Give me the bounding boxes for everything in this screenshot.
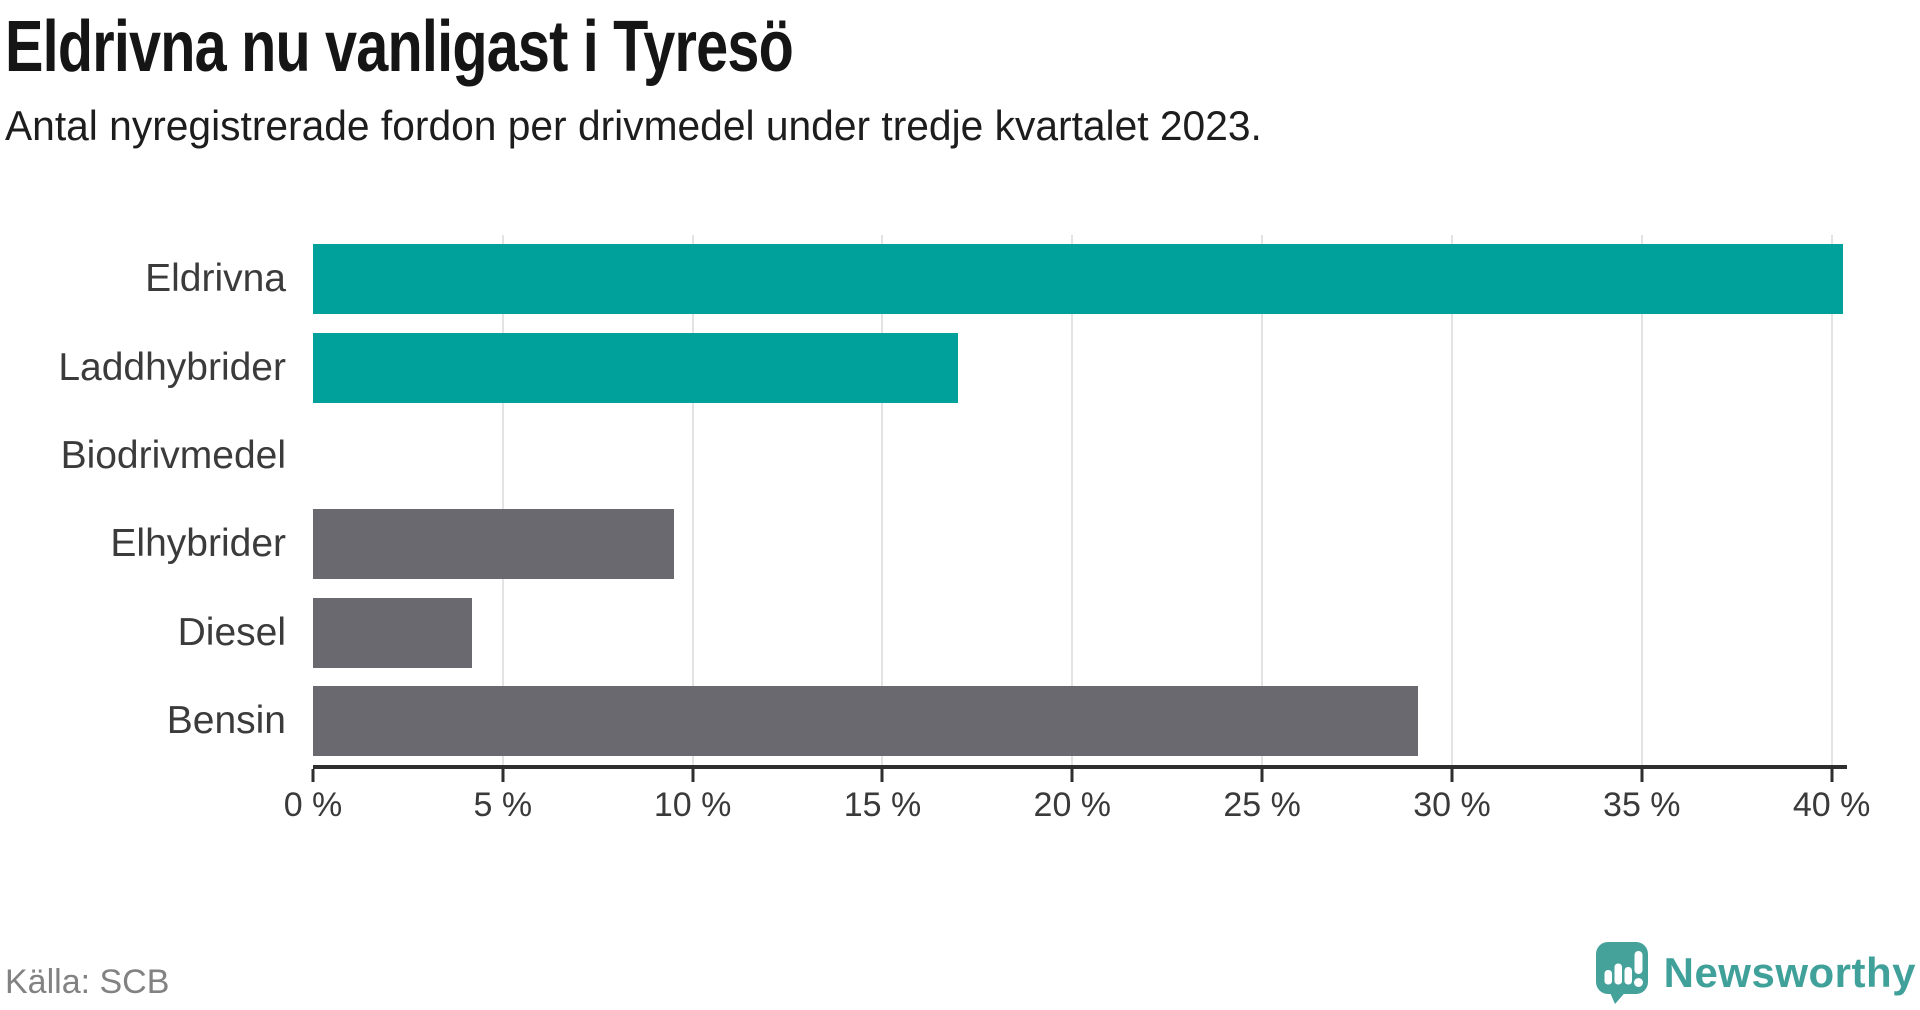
newsworthy-logo-icon bbox=[1595, 942, 1648, 1004]
gridline-10 bbox=[691, 235, 694, 765]
gridline-25 bbox=[1261, 235, 1264, 765]
category-label-laddhybrider: Laddhybrider bbox=[58, 345, 286, 389]
bar-laddhybrider bbox=[313, 332, 959, 403]
category-axis: Eldrivna Laddhybrider Biodrivmedel Elhybrid… bbox=[0, 235, 286, 765]
x-tick-40 bbox=[1830, 769, 1834, 782]
chart-title: Eldrivna nu vanligast i Tyresö bbox=[5, 7, 794, 87]
source-label: Källa: SCB bbox=[5, 963, 170, 1001]
x-tick-15 bbox=[880, 769, 884, 782]
x-tick-label-20: 20 % bbox=[1033, 786, 1112, 824]
chart-subtitle: Antal nyregistrerade fordon per drivmede… bbox=[5, 102, 1262, 149]
plot-area bbox=[313, 235, 1843, 765]
category-label-bensin: Bensin bbox=[166, 698, 286, 742]
newsworthy-logo: Newsworthy bbox=[1595, 942, 1916, 1004]
x-tick-label-40: 40 % bbox=[1792, 786, 1871, 824]
x-tick-label-35: 35 % bbox=[1603, 786, 1681, 824]
gridline-30 bbox=[1450, 235, 1453, 765]
newsworthy-wordmark: Newsworthy bbox=[1663, 949, 1916, 996]
bar-bensin bbox=[313, 685, 1418, 756]
x-tick-label-25: 25 % bbox=[1223, 786, 1301, 824]
x-tick-5 bbox=[501, 769, 505, 782]
x-axis-line bbox=[313, 765, 1847, 769]
gridline-40 bbox=[1830, 235, 1833, 765]
category-label-biodrivmedel: Biodrivmedel bbox=[60, 433, 286, 477]
category-label-elhybrider: Elhybrider bbox=[110, 522, 286, 566]
category-label-diesel: Diesel bbox=[177, 610, 286, 654]
x-tick-10 bbox=[691, 769, 695, 782]
x-tick-20 bbox=[1070, 769, 1074, 782]
x-tick-label-0: 0 % bbox=[283, 786, 343, 824]
gridline-35 bbox=[1640, 235, 1643, 765]
gridline-15 bbox=[881, 235, 884, 765]
gridline-20 bbox=[1071, 235, 1074, 765]
gridline-5 bbox=[501, 235, 504, 765]
bar-diesel bbox=[313, 597, 473, 668]
x-tick-35 bbox=[1640, 769, 1644, 782]
bar-eldrivna bbox=[313, 244, 1843, 315]
x-tick-label-10: 10 % bbox=[653, 786, 732, 824]
x-tick-label-5: 5 % bbox=[473, 786, 533, 824]
x-tick-label-30: 30 % bbox=[1413, 786, 1491, 824]
x-tick-label-15: 15 % bbox=[843, 786, 922, 824]
x-tick-0 bbox=[311, 769, 315, 782]
category-label-eldrivna: Eldrivna bbox=[145, 257, 286, 301]
x-tick-30 bbox=[1450, 769, 1454, 782]
x-tick-25 bbox=[1260, 769, 1264, 782]
bar-elhybrider bbox=[313, 509, 674, 580]
